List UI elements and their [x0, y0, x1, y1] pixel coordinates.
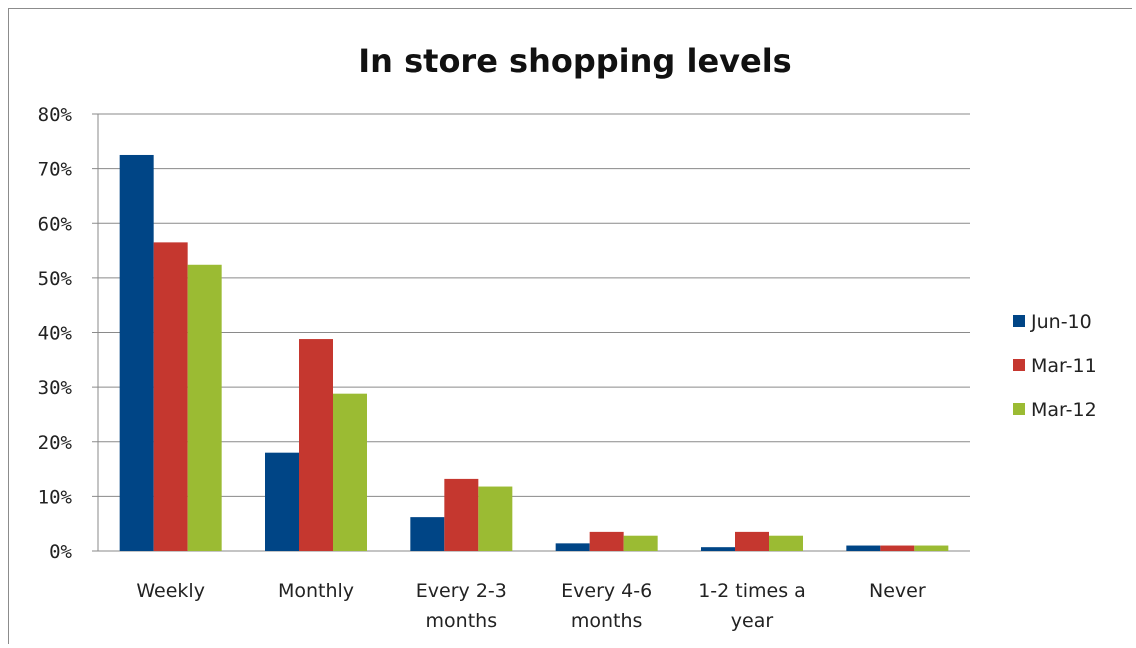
- x-category-label: Every 2-3: [416, 580, 507, 602]
- legend-swatch: [1013, 359, 1025, 371]
- legend-label: Mar-11: [1031, 355, 1097, 377]
- bar-mar-12: [623, 535, 658, 551]
- y-tick-label: 80%: [38, 104, 73, 126]
- bar-jun-10: [555, 543, 590, 551]
- x-axis-categories: Weekly Monthly Every 2-3 months Every 4-6 mon…: [136, 580, 925, 632]
- legend-swatch: [1013, 315, 1025, 327]
- bar-mar-11: [153, 242, 188, 551]
- bar-jun-10: [846, 545, 881, 551]
- x-category-label: year: [731, 610, 774, 632]
- bar-jun-10: [410, 517, 445, 551]
- bar-mar-12: [333, 393, 367, 551]
- y-tick-label: 20%: [38, 432, 73, 454]
- bar-mar-11: [299, 339, 333, 551]
- bar-mar-11: [735, 531, 769, 551]
- x-category-label: months: [426, 610, 498, 632]
- x-category-label: 1-2 times a: [698, 580, 806, 602]
- bar-mar-12: [914, 545, 949, 551]
- chart-title: In store shopping levels: [358, 42, 791, 80]
- bar-mar-12: [769, 535, 803, 551]
- x-category-label: Every 4-6: [561, 580, 652, 602]
- y-tick-label: 0%: [49, 541, 72, 563]
- y-tick-label: 50%: [38, 268, 73, 290]
- bar-mar-12: [478, 486, 513, 551]
- bar-mar-12: [187, 264, 222, 551]
- legend-label: Jun-10: [1030, 311, 1092, 333]
- y-tick-label: 70%: [38, 159, 73, 181]
- legend-label: Mar-12: [1031, 399, 1097, 421]
- x-category-label: Never: [869, 580, 926, 602]
- y-tick-label: 60%: [38, 213, 73, 235]
- grid-lines: [92, 113, 970, 552]
- y-axis-ticks: 0% 10% 20% 30% 40% 50% 60% 70% 80%: [38, 104, 73, 563]
- bar-mar-11: [589, 531, 624, 551]
- bar-jun-10: [701, 547, 735, 551]
- bar-jun-10: [119, 154, 154, 551]
- bars: [119, 154, 949, 551]
- legend: Jun-10 Mar-11 Mar-12: [1013, 311, 1097, 421]
- y-tick-label: 30%: [38, 377, 73, 399]
- bar-mar-11: [880, 545, 915, 551]
- y-tick-label: 10%: [38, 486, 73, 508]
- x-category-label: Monthly: [278, 580, 354, 602]
- bar-jun-10: [265, 452, 299, 551]
- x-category-label: months: [571, 610, 643, 632]
- y-tick-label: 40%: [38, 323, 73, 345]
- x-category-label: Weekly: [136, 580, 205, 602]
- legend-swatch: [1013, 403, 1025, 415]
- bar-mar-11: [444, 478, 479, 551]
